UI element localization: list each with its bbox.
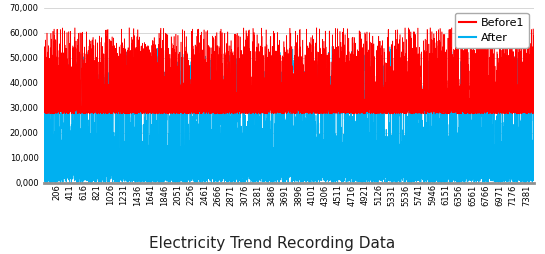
After: [427, 90, 433, 93]
Line: After: After: [44, 46, 534, 183]
After: [40, 98, 47, 101]
Before1: [349, 113, 356, 116]
Before1: [146, 97, 152, 100]
After: [357, 146, 364, 149]
Line: Before1: Before1: [44, 28, 534, 114]
After: [329, 45, 335, 48]
Before1: [140, 59, 147, 62]
Text: Electricity Trend Recording Data: Electricity Trend Recording Data: [149, 236, 396, 251]
Before1: [224, 109, 231, 112]
After: [224, 83, 231, 86]
After: [146, 181, 152, 184]
After: [531, 96, 537, 99]
Legend: Before1, After: Before1, After: [455, 13, 529, 47]
After: [529, 146, 536, 149]
Before1: [531, 107, 537, 110]
Before1: [126, 26, 132, 29]
Before1: [427, 108, 433, 111]
After: [401, 181, 407, 184]
Before1: [529, 93, 536, 97]
Before1: [40, 110, 47, 113]
After: [140, 123, 147, 126]
Before1: [357, 105, 364, 108]
